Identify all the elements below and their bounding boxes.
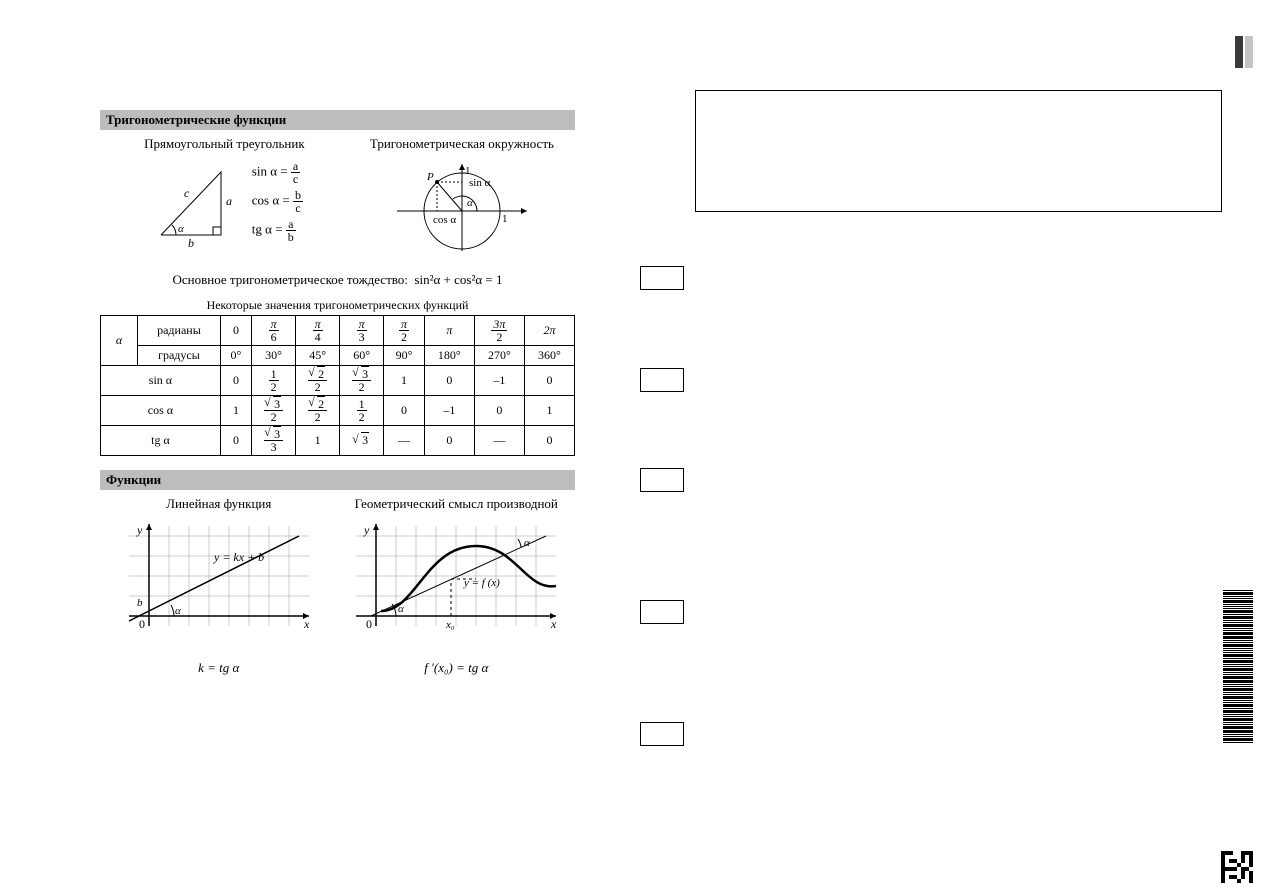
corner-bar-dark (1235, 36, 1243, 68)
trig-section-header: Тригонометрические функции (100, 110, 575, 130)
svg-text:α: α (398, 603, 404, 615)
svg-text:x₀: x₀ (445, 619, 455, 631)
trig-identity: Основное тригонометрическое тождество: s… (100, 272, 575, 288)
unit-circle-title: Тригонометрическая окружность (349, 136, 575, 152)
svg-text:y: y (136, 523, 143, 537)
functions-row: Линейная функция (100, 496, 575, 676)
svg-text:α: α (175, 605, 181, 617)
unit-circle-block: Тригонометрическая окружность P α sin α … (349, 136, 575, 260)
right-triangle-title: Прямоугольный треугольник (100, 136, 349, 152)
svg-text:y = kx + b: y = kx + b (213, 550, 264, 564)
linear-footer: k = tg α (100, 660, 338, 676)
identity-formula: sin²α + cos²α = 1 (414, 272, 502, 287)
linear-function-title: Линейная функция (100, 496, 338, 512)
answer-box-4[interactable] (640, 600, 684, 624)
answer-box-1[interactable] (640, 266, 684, 290)
svg-text:α: α (467, 197, 473, 209)
svg-text:y: y (363, 523, 370, 537)
derivative-block: Геометрический смысл производной (338, 496, 576, 676)
svg-text:0: 0 (139, 617, 145, 631)
identity-prefix: Основное тригонометрическое тождество: (172, 272, 407, 287)
instruction-box (695, 90, 1222, 212)
svg-text:α: α (524, 537, 530, 549)
svg-text:0: 0 (366, 617, 372, 631)
unit-circle-diagram: P α sin α cos α 1 1 (387, 156, 537, 256)
functions-section-header: Функции (100, 470, 575, 490)
linear-function-block: Линейная функция (100, 496, 338, 676)
svg-text:α: α (178, 223, 184, 235)
trig-table-caption: Некоторые значения тригонометрических фу… (100, 298, 575, 313)
derivative-diagram: y x 0 x₀ α α y = f (x) (346, 516, 566, 656)
linear-function-diagram: y x 0 b α y = kx + b (119, 516, 319, 656)
svg-text:b: b (188, 236, 194, 247)
sin-label: sin α = (252, 163, 288, 178)
corner-bar-light (1245, 36, 1253, 68)
svg-text:1: 1 (502, 213, 508, 225)
svg-text:c: c (184, 186, 190, 200)
tan-label: tg α = (252, 221, 283, 236)
cos-den: c (293, 202, 303, 214)
derivative-footer: f ′(x₀) = tg α (338, 660, 576, 676)
page-corner-marker (1233, 36, 1257, 68)
svg-text:y = f (x): y = f (x) (463, 577, 500, 589)
answer-box-5[interactable] (640, 722, 684, 746)
right-triangle-diagram: c a b α (146, 157, 246, 247)
reference-column: Тригонометрические функции Прямоугольный… (100, 110, 575, 676)
svg-text:x: x (550, 617, 557, 631)
svg-text:b: b (137, 597, 143, 609)
trig-values-table: αрадианы0π6π4π3π2π3π22πградусы0°30°45°60… (100, 315, 575, 456)
trig-top-row: Прямоугольный треугольник c a b α sin α … (100, 136, 575, 260)
cos-label: cos α = (252, 192, 290, 207)
right-triangle-block: Прямоугольный треугольник c a b α sin α … (100, 136, 349, 260)
svg-text:1: 1 (465, 165, 471, 177)
trig-ratio-formulas: sin α = ac cos α = bc tg α = ab (252, 156, 303, 247)
answer-box-3[interactable] (640, 468, 684, 492)
sin-den: c (291, 173, 300, 185)
svg-text:P: P (426, 171, 434, 183)
tan-den: b (286, 231, 296, 243)
svg-text:a: a (226, 194, 232, 208)
page: Тригонометрические функции Прямоугольный… (0, 0, 1263, 893)
svg-text:x: x (303, 617, 310, 631)
derivative-title: Геометрический смысл производной (338, 496, 576, 512)
qr-code (1221, 851, 1253, 883)
barcode (1223, 590, 1253, 790)
svg-text:cos α: cos α (433, 214, 456, 226)
answer-box-2[interactable] (640, 368, 684, 392)
svg-text:sin α: sin α (469, 177, 491, 189)
